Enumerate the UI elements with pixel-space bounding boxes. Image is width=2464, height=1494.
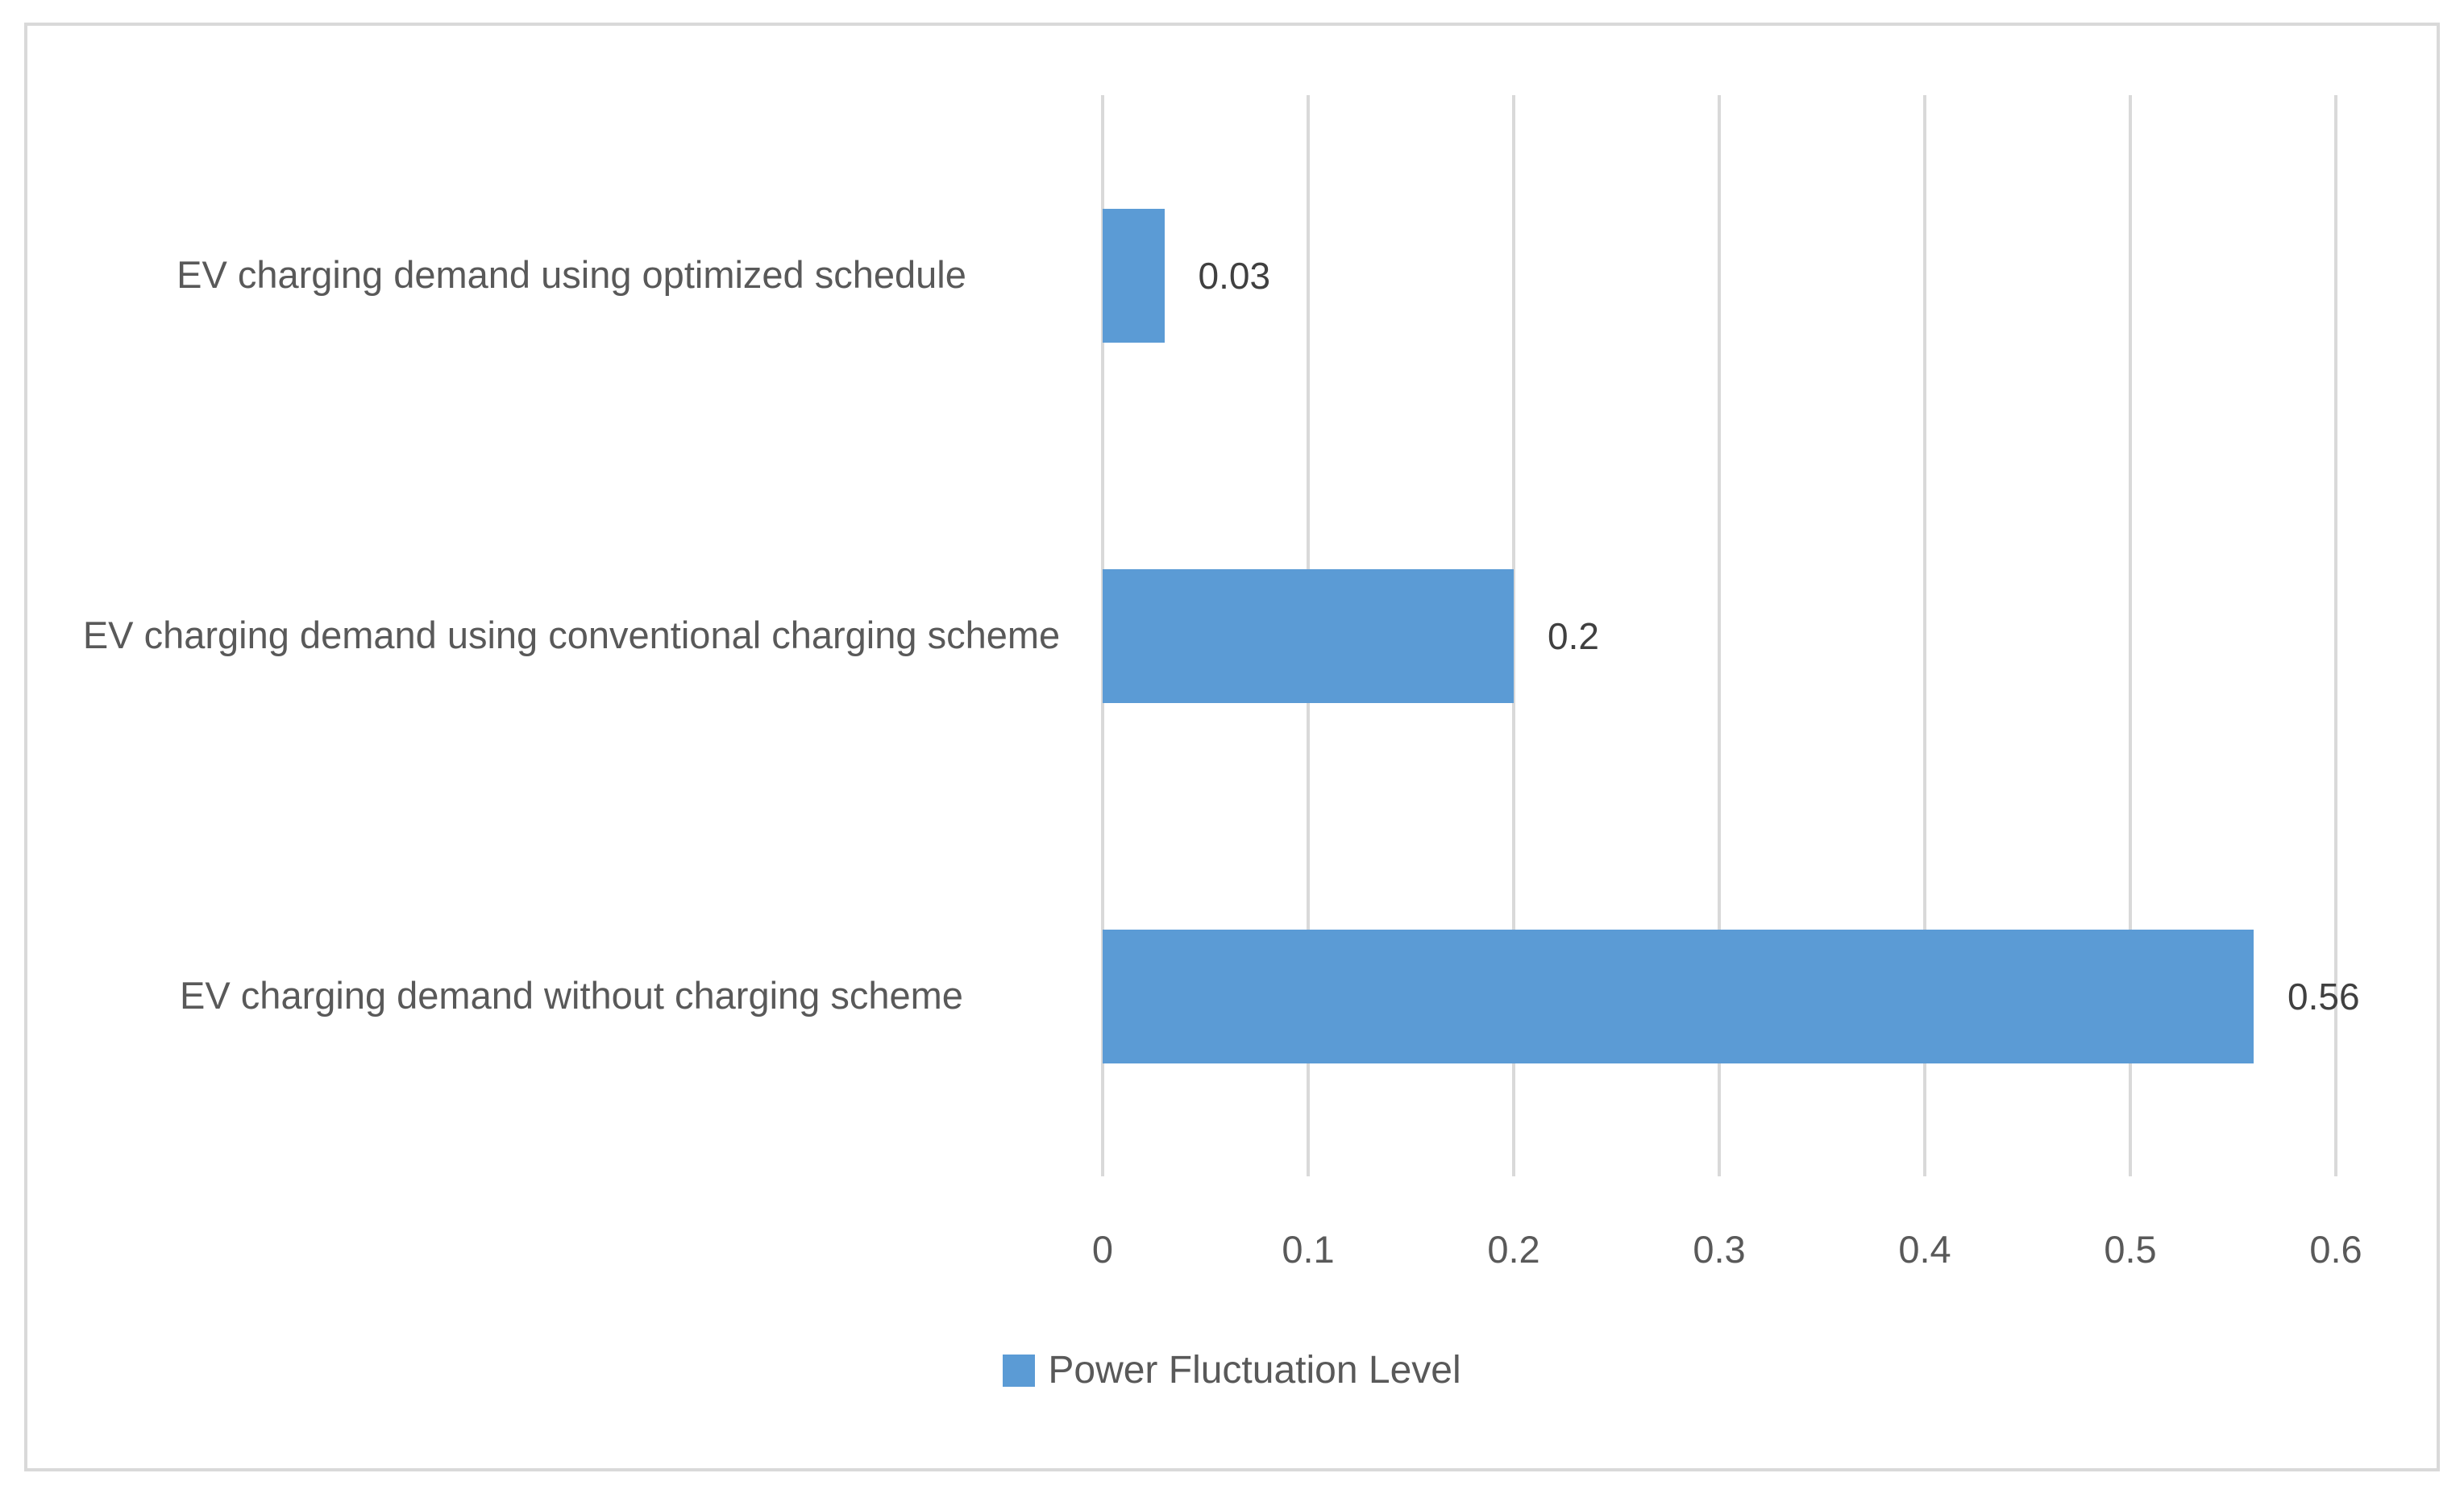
legend: Power Fluctuation Level <box>27 1348 2437 1392</box>
gridline-0.6 <box>2334 95 2337 1176</box>
legend-swatch-icon <box>1003 1354 1036 1387</box>
category-label: EV charging demand using conventional ch… <box>82 614 1061 657</box>
x-tick-label: 0.1 <box>1282 1228 1335 1271</box>
bar-row: EV charging demand using optimized sched… <box>27 95 2437 456</box>
x-axis: 0 0.1 0.2 0.3 0.4 0.5 0.6 <box>1092 1227 2362 1284</box>
gridline-0.2 <box>1512 95 1515 1176</box>
x-tick-label: 0.3 <box>1693 1228 1746 1271</box>
bar-0.56 <box>1103 929 2254 1063</box>
value-label: 0.03 <box>1198 254 1271 297</box>
bar-0.03 <box>1103 208 1165 343</box>
x-tick-label: 0.6 <box>2309 1228 2362 1271</box>
x-tick-label: 0.4 <box>1898 1228 1951 1271</box>
value-label: 0.2 <box>1548 614 1599 657</box>
x-tick-label: 0.5 <box>2104 1228 2157 1271</box>
gridline-0.5 <box>2129 95 2132 1176</box>
bar-row: EV charging demand using conventional ch… <box>27 456 2437 816</box>
x-tick-label: 0 <box>1091 1228 1114 1271</box>
gridline-0.3 <box>1718 95 1721 1176</box>
value-label: 0.56 <box>2287 975 2360 1018</box>
bar-row: EV charging demand without charging sche… <box>27 816 2437 1176</box>
x-tick-label: 0.2 <box>1487 1228 1540 1271</box>
gridline-0.4 <box>1923 95 1926 1176</box>
category-label: EV charging demand without charging sche… <box>180 974 963 1018</box>
legend-label: Power Fluctuation Level <box>1048 1349 1461 1392</box>
chart-frame: EV charging demand using optimized sched… <box>24 23 2440 1471</box>
category-label: EV charging demand using optimized sched… <box>177 253 966 297</box>
bar-0.2 <box>1103 568 1514 703</box>
